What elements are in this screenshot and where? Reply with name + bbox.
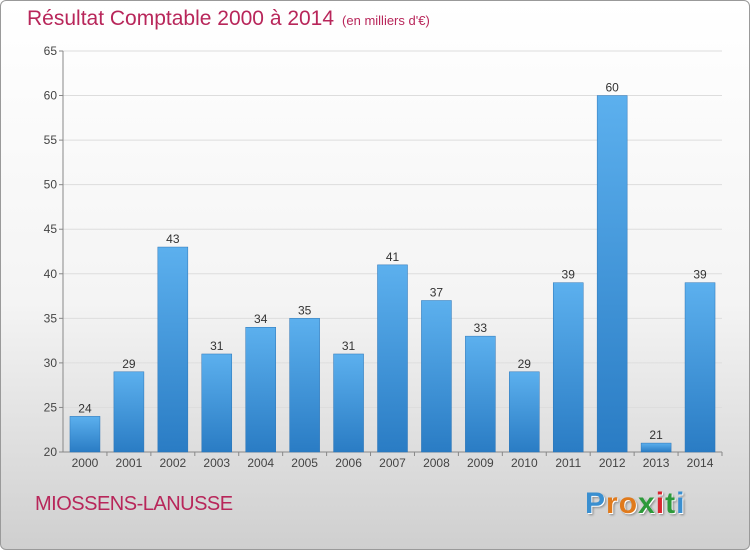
value-label-2004: 34 [254,312,268,326]
y-tick-label: 50 [44,178,58,192]
x-tick-label-2002: 2002 [159,456,186,470]
y-tick-label: 25 [44,400,58,414]
y-tick-label: 65 [44,44,58,58]
bar-2011 [552,282,584,453]
x-tick-label-2001: 2001 [116,456,143,470]
logo-letter: o [618,487,639,520]
value-label-2005: 35 [298,303,312,317]
y-tick-label: 55 [44,133,58,147]
bar-2003 [201,353,233,453]
bar-2013 [640,442,672,453]
value-label-2014: 39 [693,268,707,282]
bar-2012 [596,95,628,453]
x-tick-label-2008: 2008 [423,456,450,470]
x-tick-label-2006: 2006 [335,456,362,470]
bar-2004 [245,326,276,453]
x-tick-label-2003: 2003 [203,456,230,470]
chart-title-text: Résultat Comptable 2000 à 2014 [27,7,335,30]
x-tick-label-2005: 2005 [291,456,318,470]
value-label-2013: 21 [649,428,663,442]
logo-letter: i [655,487,666,520]
x-tick-label-2010: 2010 [511,456,538,470]
x-tick-label-2000: 2000 [72,456,99,470]
value-label-2002: 43 [166,232,180,246]
value-label-2008: 37 [430,286,444,300]
y-tick-label: 20 [44,445,58,459]
chart-title: Résultat Comptable 2000 à 2014 (en millie… [27,7,430,31]
logo-letter: x [638,487,656,520]
y-tick-label: 30 [44,356,58,370]
bar-2014 [684,282,716,453]
labels: 24 29 43 31 34 35 31 41 37 33 29 39 60 21 39 [78,81,707,443]
y-tick-label: 35 [44,311,58,325]
logo-letter: r [606,487,619,520]
logo-letter: P [585,487,607,520]
value-label-2009: 33 [474,321,488,335]
value-label-2007: 41 [386,250,400,264]
y-tick-label: 45 [44,222,58,236]
y-tick-label: 40 [44,267,58,281]
value-label-2000: 24 [78,401,92,415]
bar-2002 [157,246,189,453]
x-tick-label-2011: 2011 [555,456,581,470]
x-tick-label-2004: 2004 [247,456,274,470]
bar-2009 [465,335,496,453]
proxiti-logo: Proxiti [585,487,685,521]
value-label-2010: 29 [518,357,532,371]
y-tick-label: 60 [44,89,58,103]
bar-2008 [421,300,452,453]
bar-2005 [289,318,320,453]
logo-letter: i [676,487,686,520]
x-tick-label-2014: 2014 [687,456,714,470]
x-tick-label-2013: 2013 [643,456,670,470]
town-name: MIOSSENS-LANUSSE [35,493,233,515]
bars [69,95,716,453]
chart-subtitle: (en milliers d'€) [342,13,430,28]
value-label-2001: 29 [122,357,136,371]
bar-2010 [509,371,540,453]
value-label-2003: 31 [210,339,224,353]
value-label-2011: 39 [562,268,576,282]
value-label-2006: 31 [342,339,356,353]
x-tick-label-2009: 2009 [467,456,494,470]
logo-letter: t [665,487,677,520]
bar-2000 [69,416,101,453]
value-label-2012: 60 [605,81,619,95]
bar-2001 [113,371,145,453]
bar-2006 [333,353,364,453]
x-tick-label-2012: 2012 [599,456,626,470]
bar-2007 [377,264,408,453]
x-tick-label-2007: 2007 [379,456,406,470]
